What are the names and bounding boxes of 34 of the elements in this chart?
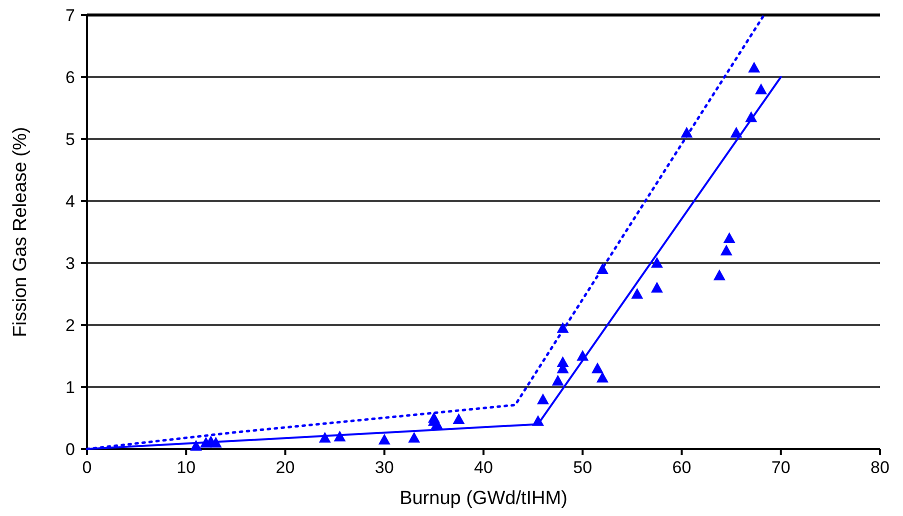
point [723, 232, 736, 243]
point [378, 434, 390, 444]
point [552, 374, 564, 386]
point [650, 257, 663, 268]
y-tick-label: 6 [66, 68, 75, 87]
x-tick-label: 60 [672, 458, 692, 477]
point [720, 244, 732, 256]
x-tick-label: 80 [870, 458, 890, 477]
point [596, 372, 608, 382]
x-tick-label: 40 [474, 458, 493, 477]
point [631, 288, 644, 299]
point [748, 62, 760, 72]
x-tick-label: 30 [374, 458, 394, 477]
y-tick-label: 0 [66, 440, 75, 459]
point [755, 83, 768, 94]
point [591, 362, 604, 374]
y-axis-title: Fission Gas Release (%) [10, 126, 31, 338]
y-tick-label: 5 [66, 130, 75, 149]
y-tick-label: 7 [66, 6, 75, 25]
point [713, 269, 726, 280]
x-tick-label: 70 [771, 458, 790, 477]
x-tick-label: 20 [276, 458, 295, 477]
x-axis-title: Burnup (GWd/tIHM) [400, 488, 568, 509]
y-tick-label: 3 [66, 254, 75, 273]
y-tick-label: 1 [66, 378, 75, 397]
point [408, 432, 420, 443]
x-tick-label: 50 [573, 458, 592, 477]
point [452, 413, 465, 424]
y-tick-label: 4 [66, 192, 75, 211]
x-tick-label: 10 [176, 458, 196, 477]
point [536, 393, 549, 404]
x-tick-label: 0 [82, 458, 92, 477]
y-tick-label: 2 [66, 316, 75, 335]
point [650, 282, 663, 293]
